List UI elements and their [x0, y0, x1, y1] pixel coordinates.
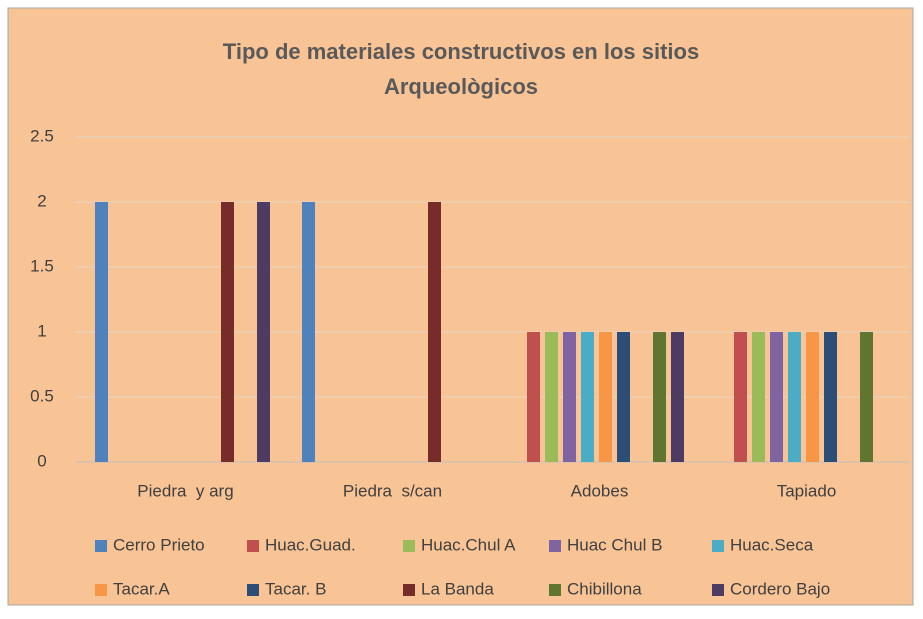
- y-tick-label: 0: [37, 451, 46, 470]
- y-tick-label: 2: [37, 191, 46, 210]
- legend-label: La Banda: [421, 579, 494, 598]
- x-tick-label: Piedra s/can: [343, 481, 442, 500]
- legend-label: Tacar.A: [113, 579, 170, 598]
- legend-label: Chibillona: [567, 579, 642, 598]
- legend-swatch: [549, 540, 561, 552]
- bar: [302, 202, 315, 462]
- bar: [671, 332, 684, 462]
- x-tick-label: Adobes: [571, 481, 629, 500]
- legend-swatch: [247, 584, 259, 596]
- bar: [599, 332, 612, 462]
- bar: [860, 332, 873, 462]
- bar: [428, 202, 441, 462]
- bar: [95, 202, 108, 462]
- legend-swatch: [95, 584, 107, 596]
- legend-swatch: [403, 584, 415, 596]
- x-tick-label: Tapiado: [777, 481, 837, 500]
- legend-label: Huac Chul B: [567, 535, 662, 554]
- legend-swatch: [247, 540, 259, 552]
- y-tick-label: 1: [37, 321, 46, 340]
- bar: [770, 332, 783, 462]
- legend-swatch: [712, 584, 724, 596]
- chart-background: [7, 7, 914, 606]
- bar: [752, 332, 765, 462]
- legend-swatch: [712, 540, 724, 552]
- legend-label: Huac.Chul A: [421, 535, 516, 554]
- bar: [806, 332, 819, 462]
- legend-swatch: [95, 540, 107, 552]
- bar: [221, 202, 234, 462]
- bar: [617, 332, 630, 462]
- y-tick-label: 1.5: [30, 256, 54, 275]
- bar: [824, 332, 837, 462]
- bar: [734, 332, 747, 462]
- bar: [653, 332, 666, 462]
- y-tick-label: 2.5: [30, 126, 54, 145]
- bar: [527, 332, 540, 462]
- legend-swatch: [549, 584, 561, 596]
- legend-label: Huac.Guad.: [265, 535, 356, 554]
- y-tick-label: 0.5: [30, 386, 54, 405]
- bar: [545, 332, 558, 462]
- bar: [563, 332, 576, 462]
- bar: [788, 332, 801, 462]
- chart-title: Tipo de materiales constructivos en los …: [222, 39, 700, 99]
- x-tick-label: Piedra y arg: [137, 481, 233, 500]
- legend-label: Huac.Seca: [730, 535, 814, 554]
- bar: [581, 332, 594, 462]
- legend-label: Tacar. B: [265, 579, 326, 598]
- bar: [257, 202, 270, 462]
- legend-swatch: [403, 540, 415, 552]
- legend-label: Cerro Prieto: [113, 535, 205, 554]
- legend-label: Cordero Bajo: [730, 579, 830, 598]
